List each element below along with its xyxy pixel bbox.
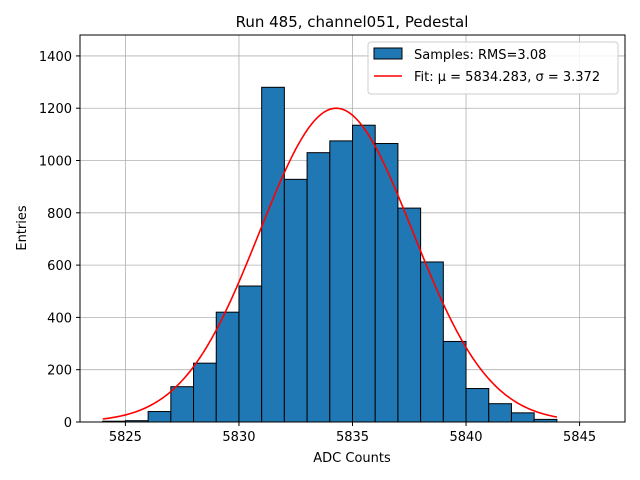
- x-tick-label-3: 5840: [449, 430, 482, 445]
- y-tick-label-3: 600: [47, 259, 72, 274]
- chart-title: Run 485, channel051, Pedestal: [236, 13, 469, 31]
- y-tick-label-7: 1400: [39, 50, 72, 65]
- histogram-bar-6: [238, 285, 263, 423]
- histogram-bar-18: [510, 412, 535, 423]
- histogram-bar-15: [442, 340, 467, 423]
- histogram-bar-8: [283, 178, 308, 423]
- y-tick-label-4: 800: [47, 207, 72, 222]
- x-tick-label-2: 5835: [336, 430, 369, 445]
- y-tick-label-5: 1000: [39, 155, 72, 170]
- legend: Samples: RMS=3.08 Fit: μ = 5834.283, σ =…: [367, 41, 619, 95]
- histogram-bar-14: [420, 261, 444, 423]
- legend-box: [367, 41, 619, 95]
- x-tick-label-1: 5830: [222, 430, 255, 445]
- y-axis-ticks: 0 200 400 600 800 1000 1200 1400: [39, 50, 80, 431]
- x-axis-ticks: 5825 5830 5835 5840 5845: [109, 422, 596, 445]
- histogram-bar-2: [147, 411, 172, 423]
- histogram-bar-10: [329, 140, 353, 423]
- x-tick-label-4: 5845: [563, 430, 596, 445]
- y-tick-label-1: 200: [47, 364, 72, 379]
- x-tick-label-0: 5825: [109, 430, 142, 445]
- histogram-bar-5: [215, 311, 240, 423]
- histogram-bar-3: [170, 386, 195, 423]
- histogram-bar-9: [306, 152, 331, 423]
- histogram-bar-11: [352, 124, 376, 423]
- y-tick-label-2: 400: [47, 311, 72, 326]
- x-axis-label: ADC Counts: [313, 451, 391, 466]
- y-tick-label-6: 1200: [39, 102, 72, 117]
- fit-curve: [102, 107, 558, 420]
- legend-swatch-samples: [373, 47, 403, 60]
- y-tick-label-0: 0: [64, 416, 72, 431]
- histogram-bar-17: [488, 403, 512, 423]
- histogram-bar-13: [397, 207, 422, 423]
- y-axis-label: Entries: [15, 205, 30, 251]
- legend-label-fit: Fit: μ = 5834.283, σ = 3.372: [414, 70, 600, 85]
- histogram-bar-16: [465, 388, 490, 423]
- legend-label-samples: Samples: RMS=3.08: [414, 48, 546, 63]
- histogram-bar-4: [193, 362, 217, 423]
- histogram-bar-7: [261, 86, 285, 423]
